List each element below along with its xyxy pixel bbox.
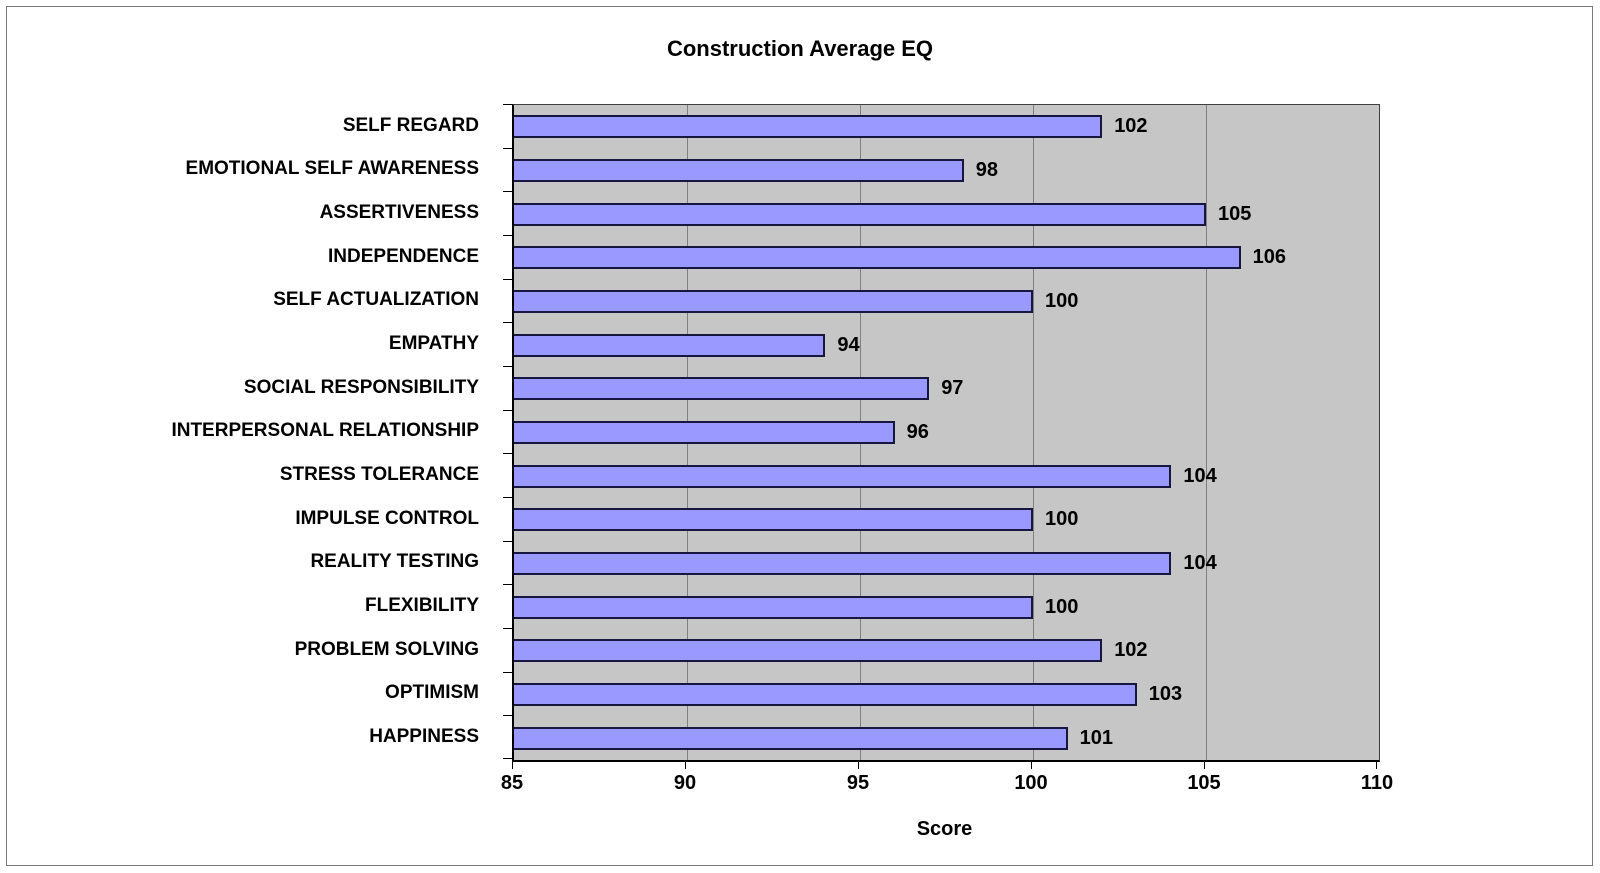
value-axis-tick-label: 90 xyxy=(673,772,697,794)
value-axis-tick xyxy=(858,761,859,769)
category-axis-tick xyxy=(503,453,512,454)
bar xyxy=(514,552,1172,575)
category-axis-tick xyxy=(503,410,512,411)
bar-value-label: 103 xyxy=(1148,682,1183,705)
value-axis-tick-label: 95 xyxy=(846,772,870,794)
category-axis-tick xyxy=(503,541,512,542)
bar xyxy=(514,595,1033,619)
category-label: INTERPERSONAL RELATIONSHIP xyxy=(171,420,479,442)
bar xyxy=(514,115,1103,139)
category-axis-tick xyxy=(503,758,512,759)
bar-value-label: 102 xyxy=(1114,115,1148,138)
category-axis-tick xyxy=(503,672,512,673)
bar xyxy=(514,639,1103,663)
category-label: EMPATHY xyxy=(388,333,479,355)
category-label: PROBLEM SOLVING xyxy=(294,638,479,660)
category-axis-tick xyxy=(503,715,512,716)
category-axis-tick xyxy=(503,322,512,323)
bar xyxy=(514,290,1033,313)
bar-value-label: 100 xyxy=(1045,289,1079,312)
gridline xyxy=(1032,105,1034,760)
value-axis-tick-label: 85 xyxy=(500,772,524,794)
bar-value-label: 104 xyxy=(1183,551,1217,574)
category-axis-tick xyxy=(503,191,512,192)
bar-value-label: 100 xyxy=(1045,595,1079,618)
category-axis-ticks xyxy=(503,104,512,759)
bar-value-label: 94 xyxy=(837,333,860,356)
category-axis-tick xyxy=(503,279,512,280)
category-label: IMPULSE CONTROL xyxy=(295,507,479,529)
bar-value-label: 97 xyxy=(941,377,964,400)
bar-value-label: 98 xyxy=(975,158,999,181)
category-label: REALITY TESTING xyxy=(310,551,479,573)
value-axis-title: Score xyxy=(916,818,973,840)
category-label: SELF REGARD xyxy=(342,114,479,136)
bar xyxy=(514,421,895,444)
category-axis-labels: SELF REGARD EMOTIONAL SELF AWARENESS ASSER… xyxy=(0,104,496,759)
bar xyxy=(514,202,1206,226)
category-label: SOCIAL RESPONSIBILITY xyxy=(243,376,479,398)
category-label: SELF ACTUALIZATION xyxy=(273,289,479,311)
category-label: ASSERTIVENESS xyxy=(319,202,479,224)
category-label: HAPPINESS xyxy=(369,726,479,748)
bar-value-label: 105 xyxy=(1218,202,1252,225)
plot-area: 102 98 105 106 100 94 97 96 104 100 104 100 102 103 10… xyxy=(512,104,1380,762)
value-axis-ticks xyxy=(512,761,1378,769)
bar xyxy=(514,159,964,182)
category-label: OPTIMISM xyxy=(385,682,479,704)
category-axis-tick xyxy=(503,148,512,149)
gridline xyxy=(1205,105,1207,760)
category-axis-tick xyxy=(503,628,512,629)
value-axis-tick xyxy=(1204,761,1205,769)
bar xyxy=(514,377,930,401)
category-axis-tick xyxy=(503,497,512,498)
bar xyxy=(514,508,1033,532)
category-label: EMOTIONAL SELF AWARENESS xyxy=(185,158,479,180)
value-axis-tick xyxy=(1031,761,1032,769)
bar-value-label: 106 xyxy=(1252,246,1286,269)
bar-value-label: 100 xyxy=(1045,508,1079,531)
category-axis-tick xyxy=(503,366,512,367)
value-axis-tick-label: 105 xyxy=(1187,772,1221,794)
bar-value-label: 96 xyxy=(906,420,929,443)
value-axis-tick-label: 100 xyxy=(1014,772,1048,794)
value-axis-tick xyxy=(512,761,513,769)
chart-frame-border xyxy=(6,6,1593,866)
category-label: INDEPENDENCE xyxy=(328,245,479,267)
bar xyxy=(514,726,1068,750)
chart-title: Construction Average EQ xyxy=(666,36,934,61)
category-label: FLEXIBILITY xyxy=(365,595,479,617)
value-axis-tick xyxy=(1376,761,1377,769)
category-axis-tick xyxy=(503,235,512,236)
category-axis-tick xyxy=(503,104,512,105)
bar xyxy=(514,333,826,357)
bar-value-label: 101 xyxy=(1079,726,1113,749)
bar-value-label: 102 xyxy=(1114,639,1148,662)
category-label: STRESS TOLERANCE xyxy=(279,464,479,486)
bar-value-label: 104 xyxy=(1183,464,1217,487)
value-axis-tick-label: 110 xyxy=(1360,772,1394,794)
bar xyxy=(514,683,1137,706)
bar xyxy=(514,464,1172,488)
value-axis-tick xyxy=(685,761,686,769)
category-axis-tick xyxy=(503,584,512,585)
bar xyxy=(514,246,1241,270)
